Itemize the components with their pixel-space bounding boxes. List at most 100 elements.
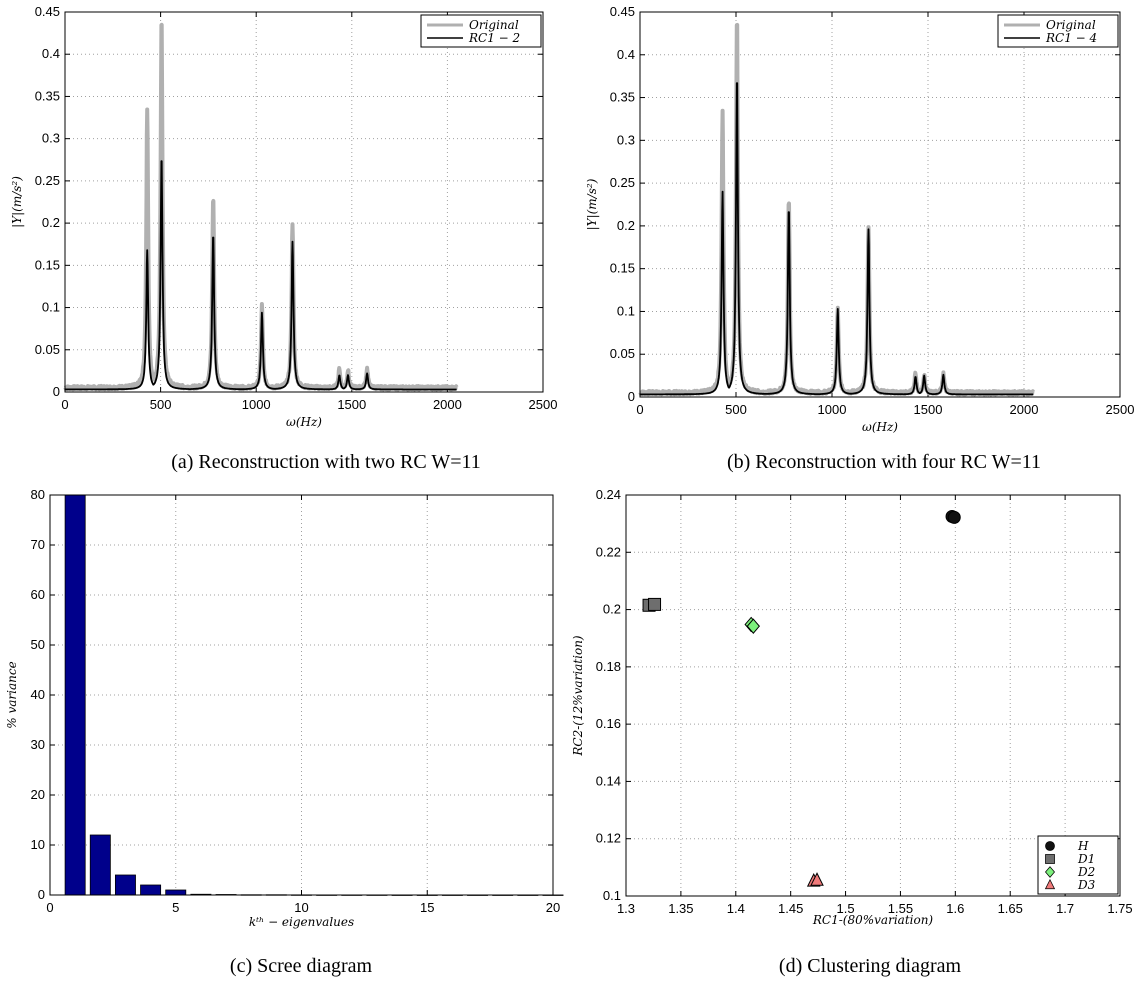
y-tick-label: 50 [31,637,45,652]
y-tick-label: 0.35 [35,88,60,103]
x-tick-label: 1.65 [998,901,1023,916]
y-tick-label: 0.15 [35,257,60,272]
legend-label: RC1 − 2 [468,31,520,45]
legend-label: RC1 − 4 [1045,31,1097,45]
x-tick-label: 1000 [242,397,271,412]
x-tick-label: 0 [636,402,643,417]
y-tick-label: 0.45 [610,4,635,19]
bar [64,494,86,896]
y-tick-label: 0.45 [35,4,60,19]
y-tick-label: 0.25 [35,173,60,188]
x-tick-label: 1.55 [888,901,913,916]
x-tick-label: 1.35 [668,901,693,916]
y-tick-label: 0.24 [596,487,621,502]
x-tick-label: 2000 [1010,402,1039,417]
panel-caption: (a) Reconstruction with two RC W=11 [171,451,481,473]
x-tick-label: 1.45 [778,901,803,916]
y-tick-label: 0 [628,389,635,404]
y-tick-label: 0.4 [617,47,635,62]
y-axis-label: |Y|(m/s²) [585,178,599,230]
plot-frame [639,11,1121,398]
legend-label: D2 [1077,865,1095,879]
point-d3 [810,872,824,886]
legend-label: Original [469,18,519,32]
x-tick-label: 2500 [1106,402,1135,417]
y-axis-label: % variance [5,661,19,728]
y-tick-label: 0.4 [42,46,60,61]
x-tick-label: 1.4 [727,901,745,916]
y-tick-label: 30 [31,737,45,752]
y-tick-label: 0.22 [596,544,621,559]
y-tick-label: 0.3 [42,131,60,146]
x-tick-label: 1.5 [837,901,855,916]
x-tick-label: 1000 [818,402,847,417]
y-tick-label: 0 [53,384,60,399]
y-tick-label: 0.1 [603,888,621,903]
legend-marker [1044,878,1056,890]
legend-marker [1045,854,1055,864]
panel-caption: (d) Clustering diagram [779,955,962,977]
x-axis-label: kᵗʰ − eigenvalues [249,915,354,929]
y-tick-label: 0.05 [610,346,635,361]
y-tick-label: 0.2 [603,602,621,617]
panel-b-reconstruction-four-rc: 0 500 1000 1500 2000 2500 0 0.05 0.1 0.15 0.2 0.25 0… [585,4,1134,473]
plot-frame [64,11,544,393]
legend-label: D3 [1077,878,1096,892]
y-tick-label: 0.16 [596,716,621,731]
x-tick-label: 1.6 [946,901,964,916]
plot-frame [49,494,554,896]
y-tick-label: 0.14 [596,773,621,788]
bar [165,889,187,896]
y-tick-label: 0.15 [610,261,635,276]
y-tick-label: 0.1 [42,300,60,315]
bar [114,874,136,896]
panel-a-reconstruction-two-rc: 0 500 1000 1500 2000 2500 0 0.05 0.1 0.15 0.2 0.25 0… [10,4,557,473]
x-tick-label: 20 [546,900,560,915]
x-tick-label: 0 [61,397,68,412]
bar [89,834,111,896]
x-axis-label: ω(Hz) [286,415,322,429]
x-tick-label: 5 [172,900,179,915]
x-tick-label: 500 [150,397,172,412]
legend-label: Original [1046,18,1096,32]
panel-d-clustering-diagram: 1.3 1.35 1.4 1.45 1.5 1.55 1.6 1.65 1.7 1.75 0.1 0.… [571,487,1133,977]
y-tick-label: 0.12 [596,831,621,846]
x-tick-label: 10 [294,900,308,915]
y-tick-label: 0.2 [42,215,60,230]
plot-frame [625,494,1121,897]
x-tick-label: 1.3 [617,901,635,916]
x-axis-label: RC1-(80%variation) [812,913,934,927]
y-tick-label: 60 [31,587,45,602]
legend-label: D1 [1077,852,1095,866]
y-tick-label: 80 [31,487,45,502]
y-tick-label: 0.18 [596,659,621,674]
point-h [947,510,961,524]
legend-marker [1045,841,1055,851]
series-line-reconstruction [64,160,458,391]
legend-marker [1045,866,1055,878]
y-tick-label: 0.05 [35,342,60,357]
y-tick-label: 40 [31,687,45,702]
y-tick-label: 0.2 [617,218,635,233]
point-d2 [746,618,761,634]
series-line-reconstruction [639,82,1034,396]
y-tick-label: 20 [31,787,45,802]
x-tick-label: 500 [725,402,747,417]
x-tick-label: 0 [46,900,53,915]
x-tick-label: 2500 [529,397,558,412]
x-tick-label: 1.75 [1107,901,1132,916]
panel-caption: (b) Reconstruction with four RC W=11 [727,451,1041,473]
panel-caption: (c) Scree diagram [230,955,373,977]
y-tick-label: 0.35 [610,90,635,105]
y-tick-label: 0.25 [610,175,635,190]
panel-c-scree-diagram: 0 5 10 15 20 0 10 20 30 40 50 60 70 80 kᵗʰ − eigenvalu… [5,487,564,977]
x-tick-label: 2000 [433,397,462,412]
legend-box [420,14,542,48]
x-tick-label: 1.7 [1056,901,1074,916]
bar [140,884,162,896]
x-tick-label: 1500 [914,402,943,417]
y-tick-label: 0.3 [617,132,635,147]
y-tick-label: 10 [31,837,45,852]
y-axis-label: RC2-(12%variation) [571,635,585,757]
